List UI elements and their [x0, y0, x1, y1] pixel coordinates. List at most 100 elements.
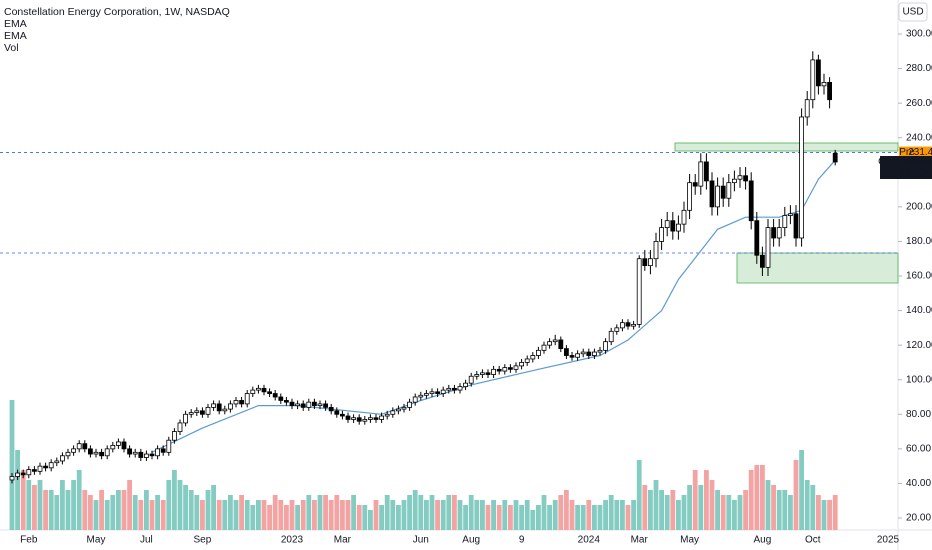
x-tick-label: Feb	[20, 535, 38, 546]
candle-body	[199, 410, 205, 415]
volume-bar	[256, 500, 261, 530]
volume-bar	[698, 485, 704, 530]
currency-button[interactable]	[898, 2, 928, 22]
candle-body	[664, 220, 670, 229]
candle-body	[642, 258, 648, 267]
volume-bar	[32, 485, 37, 530]
volume-bar	[620, 500, 625, 530]
pre-market-name: Pre	[899, 147, 915, 158]
candle-body	[395, 408, 401, 412]
currency-label[interactable]: USD	[902, 7, 923, 18]
candle-body	[418, 394, 424, 398]
candle-body	[76, 443, 82, 450]
indicator-label: EMA	[4, 18, 27, 30]
candle-body	[233, 400, 239, 405]
candle-body	[9, 476, 15, 481]
candle-body	[558, 339, 564, 350]
volume-bar	[485, 505, 491, 530]
volume-bar	[15, 450, 20, 530]
candle-body	[586, 351, 592, 356]
candle-body	[788, 213, 793, 216]
candle-body	[681, 209, 687, 225]
candle-body	[121, 441, 127, 450]
x-tick-label: May	[87, 535, 106, 546]
candle-body	[552, 339, 558, 343]
candle-body	[127, 448, 132, 455]
volume-bar	[564, 490, 569, 530]
candle-body	[110, 444, 116, 450]
volume-bar	[603, 500, 608, 530]
candle-body	[614, 327, 620, 332]
candle-body	[440, 389, 446, 394]
volume-bar	[384, 495, 390, 530]
candle-body	[754, 220, 760, 256]
volume-bar	[205, 490, 211, 530]
volume-bar	[810, 485, 816, 530]
candle-body	[446, 387, 452, 391]
y-tick-label: 300.00	[906, 29, 932, 40]
candle-body	[765, 227, 771, 268]
candle-body	[760, 254, 765, 268]
candle-body	[138, 451, 144, 458]
volume-bar	[116, 490, 121, 530]
candle-body	[188, 412, 194, 415]
volume-bar	[233, 500, 239, 530]
candle-body	[216, 403, 222, 412]
candle-body	[496, 368, 502, 372]
candle-body	[793, 213, 799, 239]
candle-body	[536, 349, 541, 356]
y-tick-label: 260.00	[906, 98, 932, 109]
volume-bar	[200, 500, 205, 530]
candle-body	[323, 403, 329, 408]
volume-bar	[396, 505, 401, 530]
y-tick-label: 80.00	[906, 409, 931, 420]
y-tick-label: 20.00	[906, 513, 931, 524]
volume-bar	[401, 500, 407, 530]
candle-body	[99, 451, 104, 457]
candle-body	[88, 448, 93, 455]
x-tick-label: Jun	[413, 535, 429, 546]
candle-body	[71, 448, 76, 453]
volume-bar	[65, 490, 71, 530]
volume-bar	[121, 490, 127, 530]
pre-market-price: 231.40	[908, 147, 932, 158]
y-tick-label: 200.00	[906, 201, 932, 212]
volume-bar	[508, 505, 513, 530]
y-tick-label: 60.00	[906, 443, 931, 454]
candle-body	[676, 223, 681, 232]
candle-body	[306, 401, 312, 408]
volume-bar	[457, 500, 463, 530]
candle-body	[704, 161, 709, 182]
volume-bar	[300, 500, 306, 530]
candle-body	[726, 182, 732, 199]
candle-body	[183, 413, 189, 424]
candle-body	[799, 116, 804, 239]
volume-bar	[132, 495, 138, 530]
volume-bar	[569, 500, 575, 530]
volume-bar	[754, 465, 760, 530]
candle-body	[54, 460, 60, 464]
volume-bar	[362, 505, 368, 530]
volume-bar	[519, 505, 524, 530]
candle-body	[267, 391, 273, 394]
x-tick-label: Jul	[140, 535, 153, 546]
volume-bar	[99, 490, 104, 530]
volume-bar	[239, 495, 244, 530]
volume-bar	[188, 490, 194, 530]
indicator-label: EMA	[4, 30, 27, 42]
candle-body	[569, 355, 575, 358]
pre-market-price-badge	[915, 146, 932, 159]
volume-bar	[681, 495, 687, 530]
volume-bar	[138, 500, 144, 530]
candle-body	[367, 417, 373, 420]
volume-bar	[284, 505, 289, 530]
volume-bar	[474, 500, 480, 530]
volume-bar	[832, 495, 838, 530]
volume-bar	[345, 500, 351, 530]
volume-bar	[653, 480, 659, 530]
pre-market-badge	[899, 146, 915, 159]
candle-body	[211, 403, 217, 408]
price-layer	[0, 51, 898, 484]
volume-bar	[676, 500, 681, 530]
